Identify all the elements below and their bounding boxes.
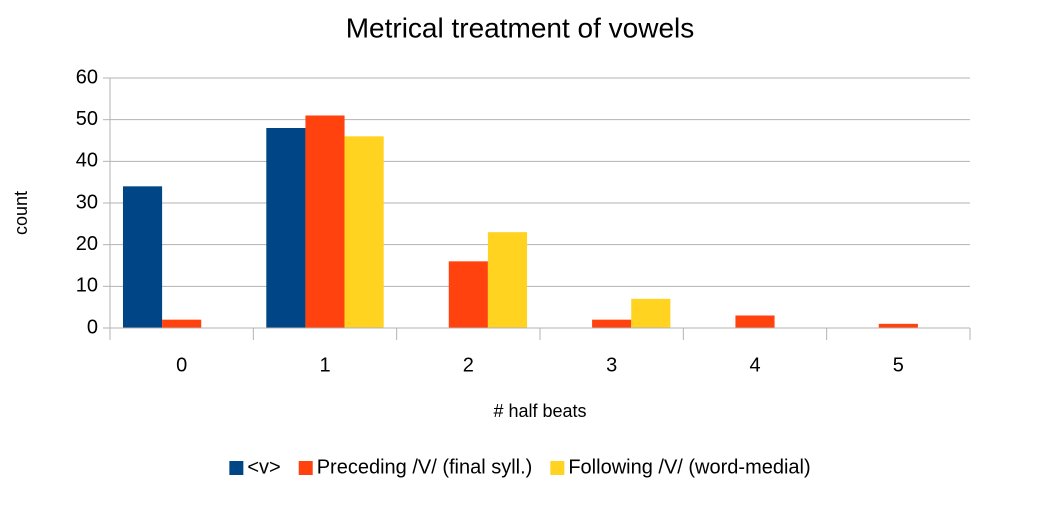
bar (878, 323, 918, 328)
y-tick-label: 10 (76, 275, 98, 297)
bar (487, 232, 528, 328)
bar (631, 298, 671, 328)
x-tick-label: 2 (463, 354, 474, 376)
x-tick-label: 0 (176, 354, 187, 376)
y-tick-label: 60 (76, 66, 98, 88)
legend-label: Preceding /V/ (final syll.) (317, 456, 533, 478)
y-tick-label: 30 (76, 191, 98, 213)
y-tick-label: 20 (76, 233, 98, 255)
x-tick-label: 4 (749, 354, 760, 376)
bar (162, 319, 202, 328)
x-tick-label: 1 (319, 354, 330, 376)
legend-swatch (229, 461, 244, 475)
bar (305, 115, 345, 328)
y-tick-label: 40 (76, 150, 98, 172)
y-axis-label: count (11, 191, 31, 235)
x-tick-label: 5 (893, 354, 904, 376)
legend-label: <v> (247, 456, 280, 478)
bar (735, 315, 775, 328)
legend-swatch (550, 461, 565, 475)
y-tick-label: 0 (87, 316, 98, 338)
bar (266, 128, 306, 328)
legend-swatch (298, 461, 313, 475)
bar (344, 136, 384, 328)
bar (448, 261, 488, 328)
bar (592, 319, 632, 328)
chart-title: Metrical treatment of vowels (346, 12, 695, 43)
x-tick-label: 3 (606, 354, 617, 376)
x-axis-label: # half beats (493, 401, 586, 421)
bar (122, 186, 163, 328)
legend-label: Following /V/ (word-medial) (568, 456, 810, 478)
y-tick-label: 50 (76, 108, 98, 130)
